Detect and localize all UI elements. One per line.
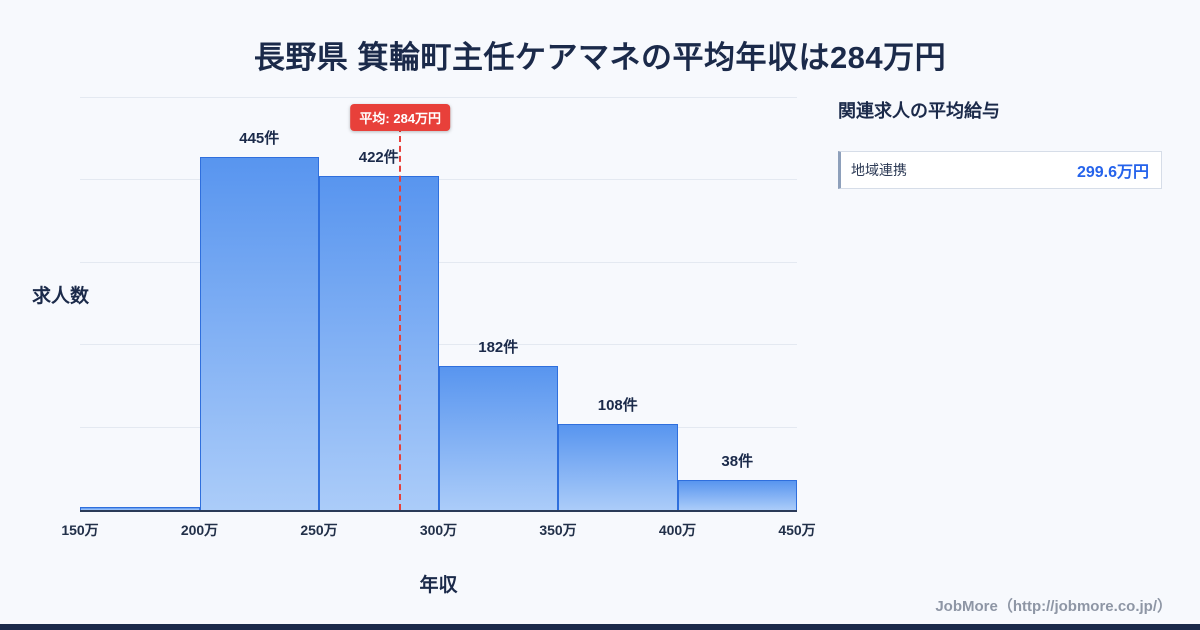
page-title: 長野県 箕輪町主任ケアマネの平均年収は284万円 [253,40,947,75]
x-tick-label: 300万 [419,522,458,538]
x-tick-label: 200万 [180,522,219,538]
mean-line [399,126,402,510]
related-job-card: 地域連携 299.6万円 [838,151,1162,189]
related-salary-panel: 関連求人の平均給与 地域連携 299.6万円 [838,97,1162,189]
bar-value-label: 182件 [478,338,519,356]
x-tick-label: 450万 [778,522,816,538]
bottom-accent-bar [0,624,1200,630]
gridline [80,97,797,98]
histogram-bar-400万-450万 [677,479,797,510]
x-tick-label: 350万 [539,522,577,538]
bar-value-label: 108件 [597,397,638,415]
histogram-bar-250万-300万 [319,175,439,510]
bar-value-label: 38件 [721,452,754,470]
x-tick-label: 400万 [658,522,697,538]
y-axis-label: 求人数 [32,286,90,307]
chart-plot: 平均: 284万円 445件 422件 182件 108件 38件 150万 200万 250… [61,97,816,538]
related-salary-title: 関連求人の平均給与 [838,101,1000,121]
x-axis-label: 年収 [419,575,458,596]
histogram-bar-300万-350万 [438,365,558,510]
footer-credit: JobMore（http://jobmore.co.jp/） [935,598,1172,615]
x-tick-label: 250万 [300,522,338,538]
related-job-label: 地域連携 [851,162,907,178]
histogram-bar-200万-250万 [199,157,319,510]
gridline [80,179,797,181]
gridline [80,261,797,263]
bar-value-label: 445件 [239,130,280,148]
bar-value-label: 422件 [358,148,399,166]
related-job-value: 299.6万円 [1076,164,1149,181]
mean-value-badge: 平均: 284万円 [350,104,451,131]
histogram-bar-150万-200万 [80,506,200,510]
histogram-bar-350万-400万 [558,424,678,510]
gridline [80,344,797,346]
x-tick-label: 150万 [61,522,99,538]
